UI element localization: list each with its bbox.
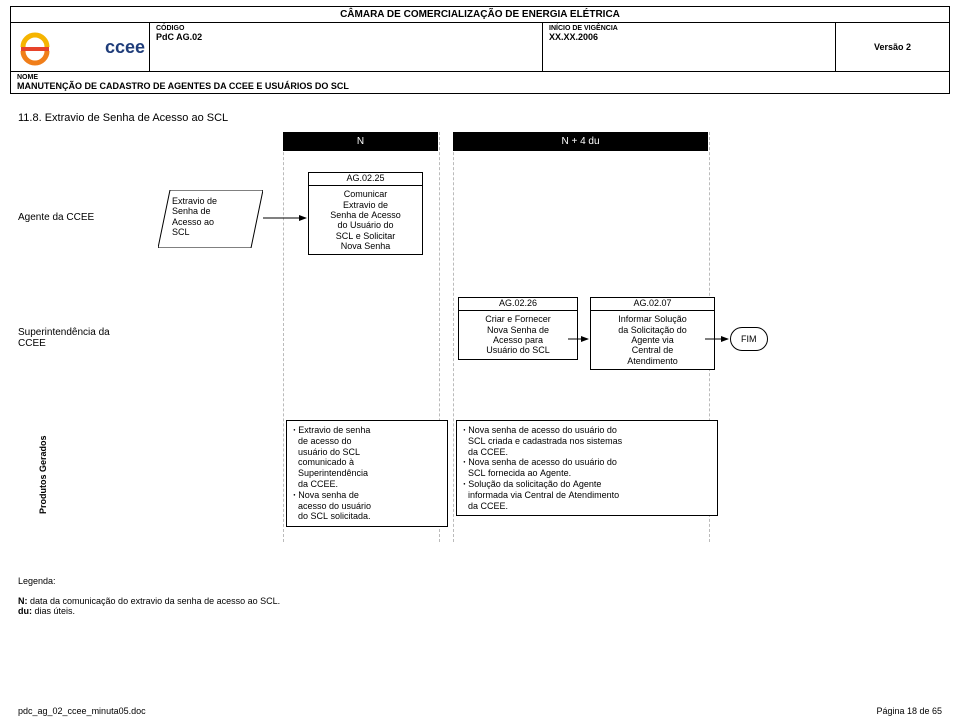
products-box-1: ꞏ Extravio de senha de acesso do usuário…	[286, 420, 448, 527]
footer-page: Página 18 de 65	[876, 706, 942, 716]
ccee-logo-icon	[15, 27, 101, 67]
node-ag0207: AG.02.07 Informar Soluçãoda Solicitação …	[590, 297, 715, 370]
time-n4: N + 4 du	[453, 132, 708, 151]
section-title: 11.8. Extravio de Senha de Acesso ao SCL	[18, 112, 942, 124]
header-versao: Versão 2	[836, 23, 949, 71]
codigo-value: PdC AG.02	[156, 32, 536, 42]
legend-n-text: data da comunicação do extravio da senha…	[28, 596, 281, 606]
lane-produtos: Produtos Gerados	[38, 427, 48, 522]
flow-diagram: N N + 4 du Agente da CCEE Superintendênc…	[18, 132, 942, 552]
footer-filename: pdc_ag_02_ccee_minuta05.doc	[18, 706, 146, 716]
lane-superintendencia: Superintendência da CCEE	[18, 327, 128, 349]
legend-du-text: dias úteis.	[32, 606, 75, 616]
legend: Legenda: N: data da comunicação do extra…	[18, 576, 942, 616]
node-ag0207-code: AG.02.07	[591, 298, 714, 311]
document-header: CÂMARA DE COMERCIALIZAÇÃO DE ENERGIA ELÉ…	[10, 6, 950, 94]
node-ag0207-text: Informar Soluçãoda Solicitação doAgente …	[595, 314, 710, 366]
legend-title: Legenda:	[18, 576, 942, 586]
node-extravio: Extravio deSenha deAcesso aoSCL	[158, 190, 263, 248]
page-footer: pdc_ag_02_ccee_minuta05.doc Página 18 de…	[18, 706, 942, 716]
header-inicio: INÍCIO DE VIGÊNCIA XX.XX.2006	[543, 23, 836, 71]
node-ag0225-text: ComunicarExtravio deSenha de Acessodo Us…	[313, 189, 418, 251]
node-ag0226: AG.02.26 Criar e FornecerNova Senha deAc…	[458, 297, 578, 360]
nome-value: MANUTENÇÃO DE CADASTRO DE AGENTES DA CCE…	[17, 81, 943, 91]
versao-text: Versão 2	[874, 42, 911, 52]
inicio-label: INÍCIO DE VIGÊNCIA	[549, 25, 829, 32]
node-extravio-text: Extravio deSenha deAcesso aoSCL	[158, 190, 263, 243]
node-ag0226-code: AG.02.26	[459, 298, 577, 311]
logo-text: ccee	[105, 37, 145, 58]
logo-cell: ccee	[11, 23, 150, 71]
products-box-2: ꞏ Nova senha de acesso do usuário do SCL…	[456, 420, 718, 516]
node-ag0226-text: Criar e FornecerNova Senha deAcesso para…	[463, 314, 573, 355]
lane-agente: Agente da CCEE	[18, 212, 128, 223]
node-ag0225: AG.02.25 ComunicarExtravio deSenha de Ac…	[308, 172, 423, 255]
time-n: N	[283, 132, 438, 151]
node-fim: FIM	[730, 327, 768, 351]
header-nome: NOME MANUTENÇÃO DE CADASTRO DE AGENTES D…	[11, 71, 949, 93]
inicio-value: XX.XX.2006	[549, 32, 829, 42]
codigo-label: CÓDIGO	[156, 25, 536, 32]
header-row-1: ccee CÓDIGO PdC AG.02 INÍCIO DE VIGÊNCIA…	[11, 22, 949, 71]
header-title: CÂMARA DE COMERCIALIZAÇÃO DE ENERGIA ELÉ…	[11, 7, 949, 22]
header-codigo: CÓDIGO PdC AG.02	[150, 23, 543, 71]
nome-label: NOME	[17, 74, 943, 81]
legend-line-1: N: data da comunicação do extravio da se…	[18, 596, 942, 606]
node-ag0225-code: AG.02.25	[309, 173, 422, 186]
legend-n-bold: N:	[18, 596, 28, 606]
legend-line-2: du: dias úteis.	[18, 606, 942, 616]
legend-du-bold: du:	[18, 606, 32, 616]
